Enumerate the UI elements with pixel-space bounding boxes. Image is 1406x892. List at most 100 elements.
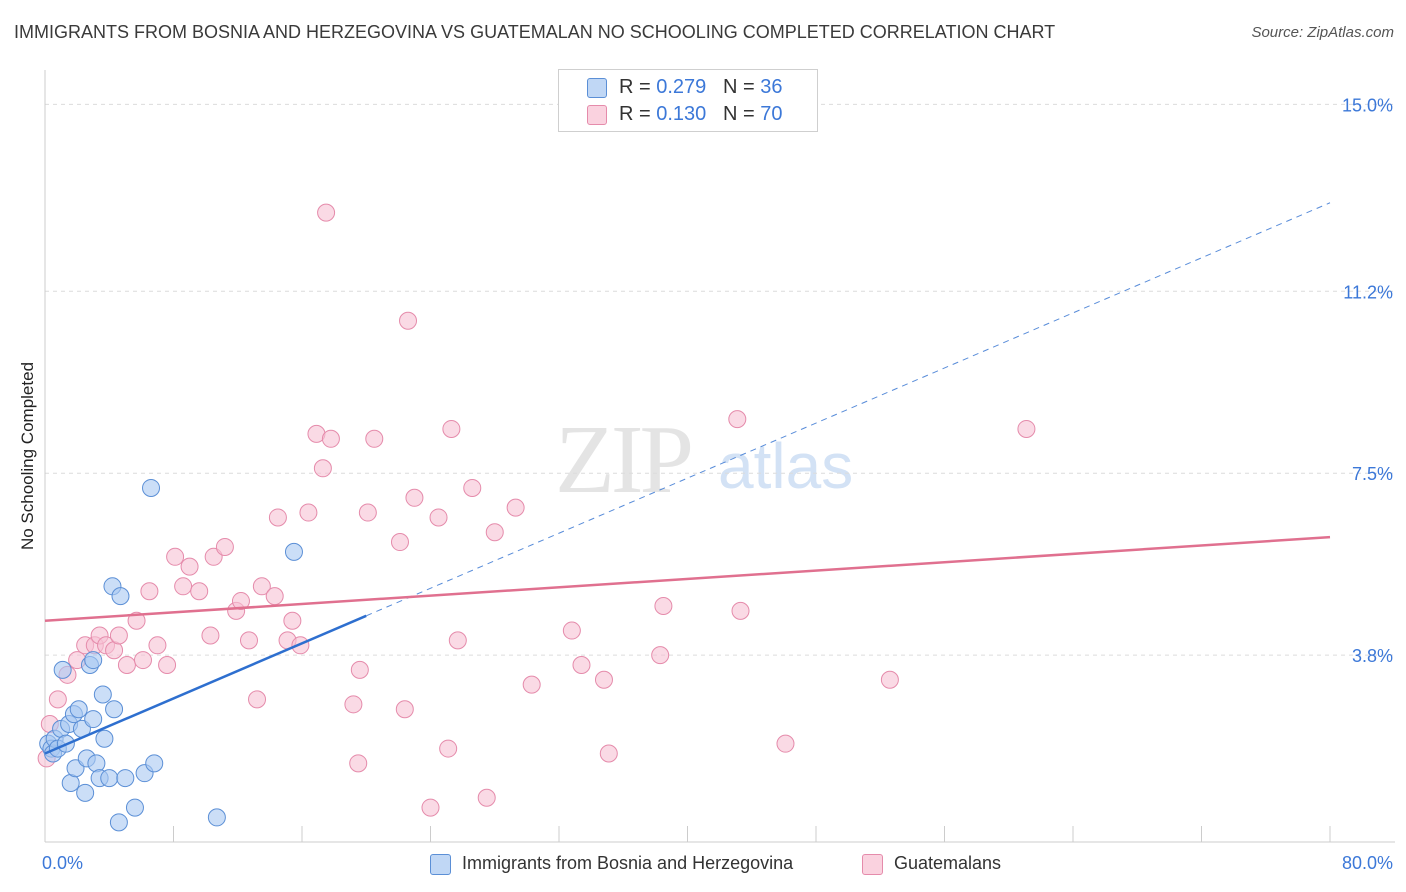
- data-point-guatemalans: [731, 601, 750, 620]
- data-point-guatemalans: [148, 636, 167, 655]
- y-tick-label: 3.8%: [1352, 646, 1393, 666]
- data-point-bosnia: [76, 783, 95, 802]
- data-point-bosnia: [53, 660, 72, 679]
- data-point-guatemalans: [231, 592, 250, 611]
- data-point-guatemalans: [463, 478, 482, 497]
- source-label: Source: ZipAtlas.com: [1251, 24, 1394, 41]
- legend-r-value-bosnia: 0.279: [656, 76, 707, 98]
- data-point-guatemalans: [358, 503, 377, 522]
- series-bosnia-points: [39, 478, 303, 832]
- bottom-legend-swatch-bosnia: [430, 854, 451, 875]
- data-point-guatemalans: [265, 587, 284, 606]
- data-point-guatemalans: [201, 626, 220, 645]
- y-tick-label: 7.5%: [1352, 464, 1393, 484]
- data-point-guatemalans: [728, 410, 747, 429]
- data-point-guatemalans: [599, 744, 618, 763]
- data-point-guatemalans: [350, 660, 369, 679]
- data-point-bosnia: [95, 729, 114, 748]
- data-point-guatemalans: [299, 503, 318, 522]
- data-point-bosnia: [125, 798, 144, 817]
- watermark: ZIP atlas: [555, 406, 853, 514]
- data-point-guatemalans: [654, 596, 673, 615]
- data-point-bosnia: [284, 542, 303, 561]
- legend-r-value-guatemalans: 0.130: [656, 103, 707, 125]
- data-point-guatemalans: [399, 311, 418, 330]
- data-point-guatemalans: [133, 651, 152, 670]
- data-point-bosnia: [84, 651, 103, 670]
- data-point-guatemalans: [421, 798, 440, 817]
- data-point-guatemalans: [349, 754, 368, 773]
- data-point-bosnia: [207, 808, 226, 827]
- data-point-guatemalans: [485, 523, 504, 542]
- data-point-guatemalans: [158, 655, 177, 674]
- data-point-guatemalans: [1017, 419, 1036, 438]
- data-point-guatemalans: [442, 419, 461, 438]
- legend-n-label: N =: [722, 103, 755, 125]
- legend-n-value-guatemalans: 70: [760, 103, 783, 125]
- data-point-guatemalans: [365, 429, 384, 448]
- data-point-guatemalans: [174, 577, 193, 596]
- data-point-bosnia: [100, 769, 119, 788]
- data-point-guatemalans: [127, 611, 146, 630]
- legend-n-value-bosnia: 36: [760, 76, 783, 98]
- data-point-guatemalans: [166, 547, 185, 566]
- data-point-bosnia: [111, 587, 130, 606]
- data-point-guatemalans: [880, 670, 899, 689]
- data-point-guatemalans: [395, 700, 414, 719]
- data-point-guatemalans: [109, 626, 128, 645]
- data-point-guatemalans: [48, 690, 67, 709]
- data-point-guatemalans: [215, 537, 234, 556]
- data-point-guatemalans: [572, 655, 591, 674]
- data-point-bosnia: [142, 478, 161, 497]
- trend-line-guatemalans: [44, 535, 1331, 622]
- data-point-guatemalans: [448, 631, 467, 650]
- legend: R = 0.279 N = 36 R = 0.130 N = 70: [558, 69, 818, 132]
- legend-n-label: N =: [722, 76, 755, 98]
- trend-line-bosnia-extension: [366, 202, 1331, 617]
- data-point-bosnia: [105, 700, 124, 719]
- data-point-bosnia: [69, 700, 88, 719]
- data-point-guatemalans: [562, 621, 581, 640]
- data-point-guatemalans: [344, 695, 363, 714]
- data-point-guatemalans: [439, 739, 458, 758]
- data-point-guatemalans: [268, 508, 287, 527]
- legend-r-label: R =: [619, 76, 651, 98]
- data-point-guatemalans: [283, 611, 302, 630]
- data-point-guatemalans: [140, 582, 159, 601]
- data-point-bosnia: [84, 710, 103, 729]
- data-point-guatemalans: [248, 690, 267, 709]
- data-point-guatemalans: [776, 734, 795, 753]
- data-point-guatemalans: [252, 577, 271, 596]
- trend-line-bosnia: [44, 614, 367, 755]
- axes: [44, 70, 1395, 843]
- data-point-bosnia: [116, 769, 135, 788]
- y-tick-label: 11.2%: [1343, 282, 1393, 302]
- data-point-guatemalans: [190, 582, 209, 601]
- data-point-guatemalans: [506, 498, 525, 517]
- tick-labels: 3.8% 7.5% 11.2% 15.0% 0.0% 80.0%: [42, 95, 1393, 873]
- chart-title: IMMIGRANTS FROM BOSNIA AND HERZEGOVINA V…: [14, 22, 1056, 42]
- watermark-zip: ZIP: [555, 406, 690, 514]
- trend-lines: [44, 202, 1331, 755]
- watermark-atlas: atlas: [718, 430, 853, 502]
- legend-r-label: R =: [619, 103, 651, 125]
- bottom-legend-label-bosnia: Immigrants from Bosnia and Herzegovina: [462, 853, 794, 873]
- data-point-guatemalans: [239, 631, 258, 650]
- data-point-bosnia: [93, 685, 112, 704]
- data-point-bosnia: [109, 813, 128, 832]
- x-tick-label: 80.0%: [1342, 853, 1393, 873]
- data-point-guatemalans: [651, 646, 670, 665]
- data-point-bosnia: [145, 754, 164, 773]
- legend-swatch-bosnia: [587, 78, 607, 98]
- x-tick-label: 0.0%: [42, 853, 83, 873]
- data-point-guatemalans: [477, 788, 496, 807]
- bottom-legend-swatch-guatemalans: [862, 854, 883, 875]
- data-point-guatemalans: [390, 533, 409, 552]
- data-point-guatemalans: [117, 655, 136, 674]
- data-point-guatemalans: [313, 459, 332, 478]
- data-point-guatemalans: [317, 203, 336, 222]
- data-point-guatemalans: [522, 675, 541, 694]
- grid-lines: [45, 103, 1395, 656]
- legend-swatch-guatemalans: [587, 105, 607, 125]
